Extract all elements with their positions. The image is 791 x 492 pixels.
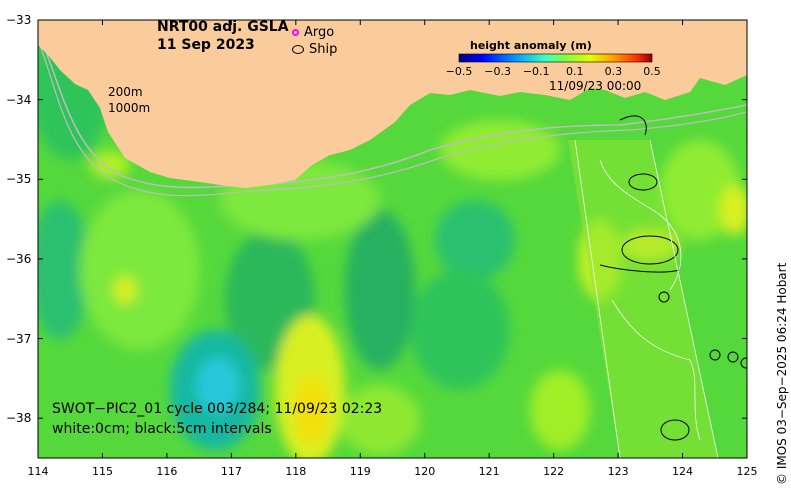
lat-tick-label: −37 (6, 331, 32, 346)
lon-tick-label: 120 (414, 465, 436, 478)
colorbar-tick-label: −0.3 (484, 65, 511, 78)
swot-annotation: SWOT−PIC2_01 cycle 003/284; 11/09/23 02:… (52, 399, 382, 439)
colorbar-tick-label: 0.5 (643, 65, 661, 78)
lon-tick-label: 119 (349, 465, 371, 478)
lat-tick-label: −38 (6, 411, 32, 426)
isobath-label-1000m: 1000m (108, 101, 151, 115)
lat-tick-label: −34 (6, 92, 32, 107)
legend-ship-label: Ship (309, 42, 338, 57)
isobath-label-200m: 200m (108, 85, 143, 99)
argo-icon (292, 29, 299, 36)
colorbar (458, 53, 653, 63)
lon-tick-label: 114 (27, 465, 49, 478)
legend-argo: Argo (292, 24, 337, 41)
lon-tick-label: 123 (607, 465, 629, 478)
swot-swath (568, 140, 718, 458)
isobath-1000m (38, 39, 747, 197)
swath-timestamp: 11/09/23 00:00 (549, 79, 642, 93)
legend-ship: Ship (292, 41, 337, 58)
contours-5cm (599, 115, 747, 441)
colorbar-tick-label: 0.1 (566, 65, 584, 78)
title-date: 11 Sep 2023 (157, 37, 255, 53)
lon-tick-label: 122 (543, 465, 565, 478)
swot-cycle-label: SWOT−PIC2_01 cycle 003/284; 11/09/23 02:… (52, 401, 383, 417)
lon-tick-label: 117 (220, 465, 242, 478)
lat-tick-label: −35 (6, 172, 32, 187)
lon-tick-label: 115 (91, 465, 113, 478)
imos-credit: © IMOS 03−Sep−2025 06:24 Hobart (775, 262, 789, 485)
axis-ticks (37, 19, 748, 458)
lat-tick-label: −36 (6, 251, 32, 266)
colorbar-tick-label: −0.5 (445, 65, 473, 78)
lon-tick-label: 124 (672, 465, 694, 478)
map-title: NRT00 adj. GSLA 11 Sep 2023 (157, 18, 289, 54)
colorbar-title: height anomaly (m) (470, 39, 592, 52)
colorbar-tick-label: −0.1 (522, 65, 550, 78)
anomaly-field (38, 20, 747, 458)
contours-0cm (574, 139, 719, 458)
colorbar-tick-label: 0.3 (604, 65, 623, 78)
legend: Argo Ship (292, 24, 337, 58)
isobath-labels: 200m 1000m (108, 84, 150, 116)
plot-frame (37, 19, 748, 459)
lon-tick-label: 116 (156, 465, 178, 478)
contour-legend-label: white:0cm; black:5cm intervals (52, 421, 272, 437)
lon-tick-label: 125 (736, 465, 758, 478)
title-line-1: NRT00 adj. GSLA (157, 19, 289, 35)
ship-icon (292, 45, 304, 54)
legend-argo-label: Argo (304, 25, 335, 40)
lon-tick-label: 121 (478, 465, 500, 478)
isobath-200m (38, 31, 747, 189)
lat-tick-label: −33 (6, 13, 32, 27)
lon-tick-label: 118 (285, 465, 307, 478)
